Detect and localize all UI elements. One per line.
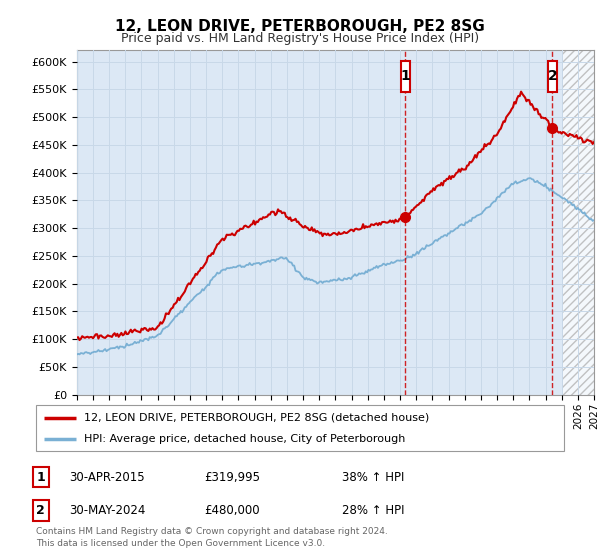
Text: 12, LEON DRIVE, PETERBOROUGH, PE2 8SG (detached house): 12, LEON DRIVE, PETERBOROUGH, PE2 8SG (d… xyxy=(83,413,429,423)
Text: 28% ↑ HPI: 28% ↑ HPI xyxy=(342,504,404,517)
Text: 2: 2 xyxy=(37,504,45,517)
Text: Contains HM Land Registry data © Crown copyright and database right 2024.
This d: Contains HM Land Registry data © Crown c… xyxy=(36,527,388,548)
Text: 2: 2 xyxy=(547,69,557,83)
Text: HPI: Average price, detached house, City of Peterborough: HPI: Average price, detached house, City… xyxy=(83,435,405,444)
Text: 1: 1 xyxy=(401,69,410,83)
Text: 38% ↑ HPI: 38% ↑ HPI xyxy=(342,470,404,484)
FancyBboxPatch shape xyxy=(401,60,410,92)
Text: 30-APR-2015: 30-APR-2015 xyxy=(69,470,145,484)
Text: £319,995: £319,995 xyxy=(204,470,260,484)
Text: 12, LEON DRIVE, PETERBOROUGH, PE2 8SG: 12, LEON DRIVE, PETERBOROUGH, PE2 8SG xyxy=(115,19,485,34)
Text: Price paid vs. HM Land Registry's House Price Index (HPI): Price paid vs. HM Land Registry's House … xyxy=(121,32,479,45)
FancyBboxPatch shape xyxy=(36,405,564,451)
Bar xyxy=(562,50,594,395)
Text: 1: 1 xyxy=(37,470,45,484)
Text: 30-MAY-2024: 30-MAY-2024 xyxy=(69,504,145,517)
Text: £480,000: £480,000 xyxy=(204,504,260,517)
FancyBboxPatch shape xyxy=(548,60,557,92)
Bar xyxy=(562,50,594,395)
